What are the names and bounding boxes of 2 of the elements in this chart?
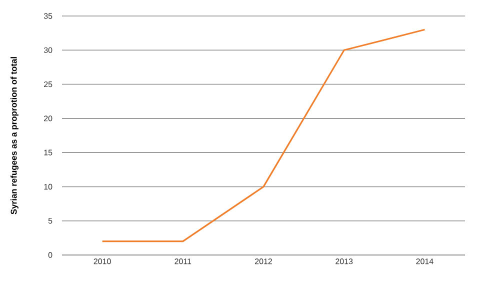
line-series: [102, 28, 426, 242]
y-axis-title: Syrian refugees as a proprotion of total: [10, 57, 18, 214]
